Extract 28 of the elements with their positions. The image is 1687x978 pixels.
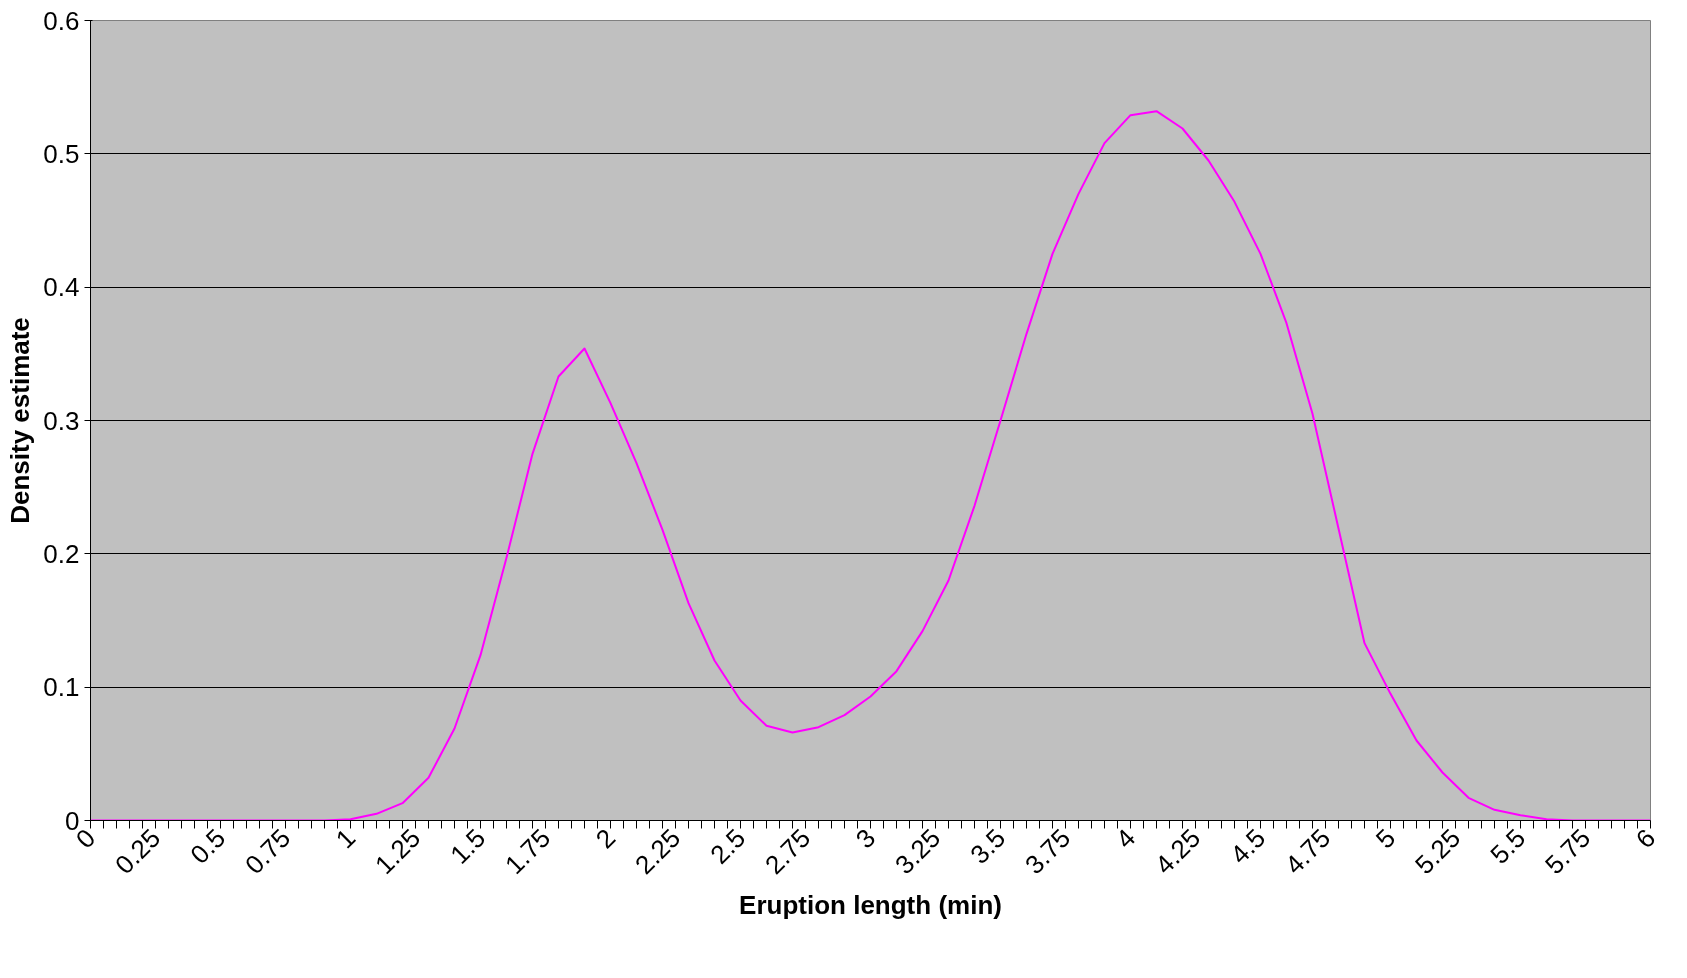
y-axis-title: Density estimate [5,317,36,524]
y-tick-label: 0.5 [43,138,80,169]
x-tick-label: 3.75 [1019,822,1077,880]
x-axis-title: Eruption length (min) [739,890,1002,921]
x-tick-label: 2.5 [704,822,752,870]
y-tick-label: 0.4 [43,272,80,303]
x-tick-label: 0.25 [109,822,167,880]
y-tick-label: 0.6 [43,5,80,36]
x-tick-label: 2 [589,822,622,855]
x-tick-label: 5.75 [1539,822,1597,880]
y-tick-label: 0.1 [43,672,80,703]
x-tick-label: 1 [329,822,362,855]
x-tick-label: 0.75 [239,822,297,880]
x-tick-label: 4 [1109,822,1142,855]
y-tick-label: 0.3 [43,405,80,436]
x-tick-label: 4.25 [1149,822,1207,880]
x-tick-label: 5.5 [1484,822,1532,870]
x-tick-label: 4.5 [1224,822,1272,870]
y-tick-label: 0.2 [43,538,80,569]
x-tick-label: 6 [1629,822,1662,855]
x-tick-label: 3.5 [964,822,1012,870]
x-tick-label: 1.5 [444,822,492,870]
x-tick-label: 4.75 [1279,822,1337,880]
x-tick-label: 0.5 [184,822,232,870]
x-tick-label: 5 [1369,822,1402,855]
x-tick-label: 3.25 [889,822,947,880]
x-tick-label: 3 [849,822,882,855]
x-tick-label: 5.25 [1409,822,1467,880]
